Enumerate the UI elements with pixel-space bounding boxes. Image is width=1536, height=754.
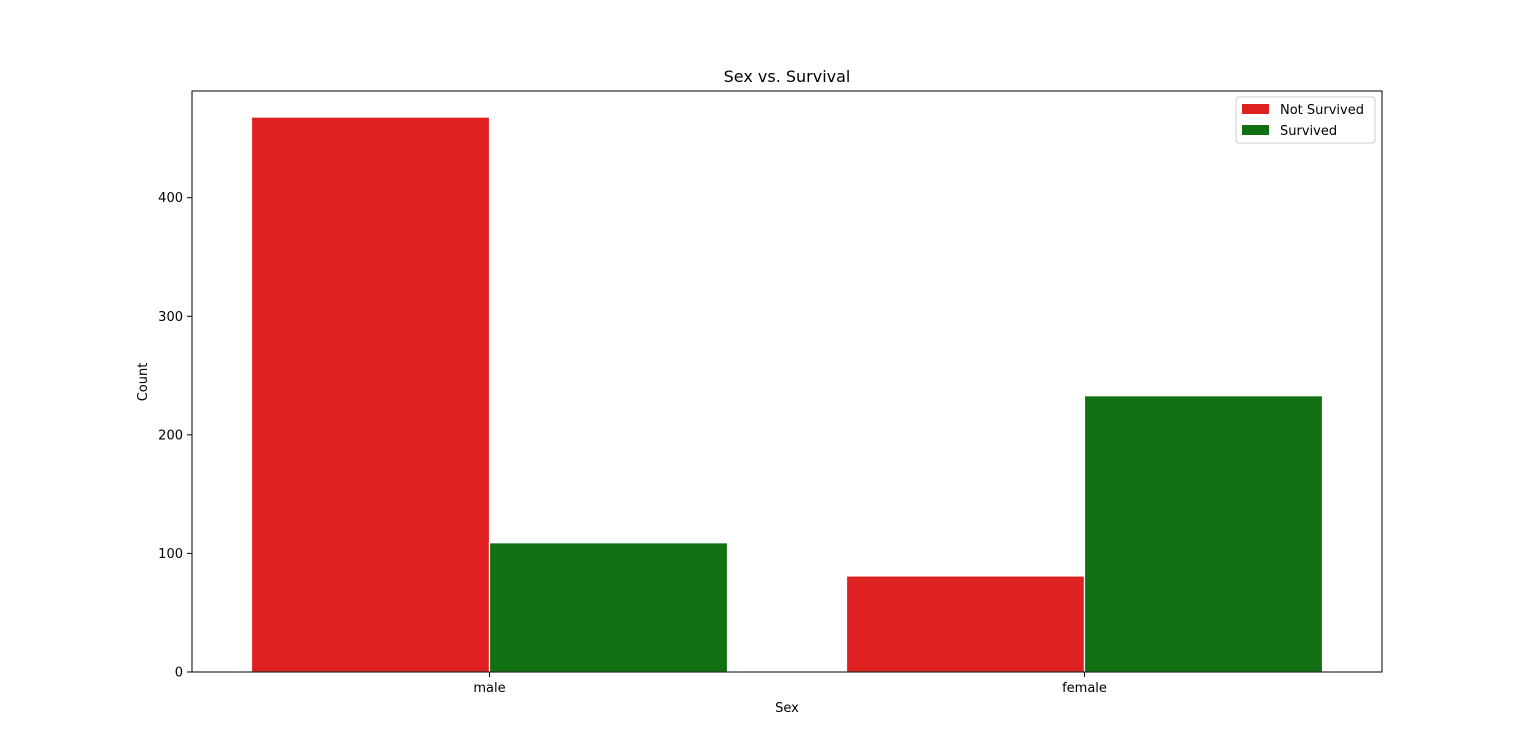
bar-female-survived: [1083, 395, 1324, 673]
bars-group: [250, 116, 1324, 673]
legend-swatch: [1242, 104, 1269, 114]
x-tick-label: female: [1062, 681, 1107, 696]
legend-frame: [1235, 96, 1376, 144]
legend-swatch: [1242, 125, 1269, 135]
bar-female-not-survived: [845, 575, 1086, 673]
legend-label: Survived: [1280, 124, 1337, 139]
chart-title: Sex vs. Survival: [724, 67, 851, 86]
legend: Not Survived Survived: [1235, 96, 1376, 144]
y-tick-label: 300: [158, 310, 183, 325]
y-tick-label: 400: [158, 191, 183, 206]
legend-label: Not Survived: [1280, 103, 1364, 118]
y-tick-label: 100: [158, 547, 183, 562]
bar-male-not-survived: [250, 116, 491, 673]
y-tick-label: 200: [158, 428, 183, 443]
x-axis-ticks: male female: [473, 672, 1107, 696]
y-axis-label: Count: [136, 363, 151, 402]
bar-male-survived: [488, 542, 729, 673]
y-tick-label: 0: [175, 666, 183, 681]
plot-frame: [191, 90, 1383, 673]
x-axis-label: Sex: [775, 701, 799, 716]
x-tick-label: male: [473, 681, 505, 696]
y-axis-ticks: 0 100 200 300 400: [158, 191, 192, 681]
